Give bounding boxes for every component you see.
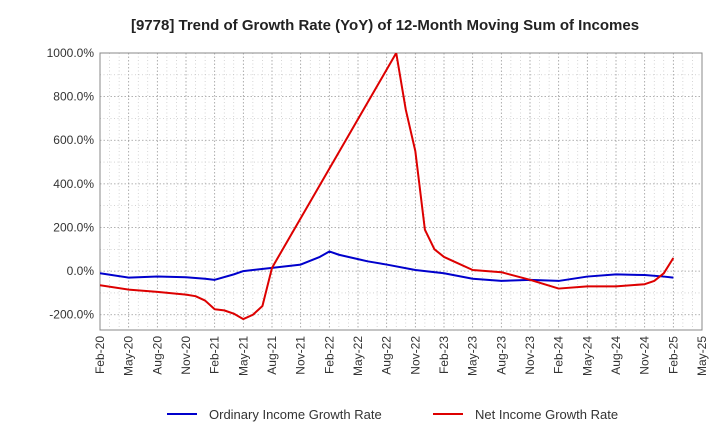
x-tick-label: Aug-22	[380, 336, 394, 375]
x-tick-label: Feb-23	[437, 336, 451, 374]
x-tick-label: Nov-23	[523, 336, 537, 375]
grid-layer	[99, 52, 703, 330]
x-tick-label: Nov-24	[638, 336, 652, 375]
legend-label-2: Net Income Growth Rate	[475, 407, 618, 422]
series-line-1	[100, 250, 674, 282]
y-tick-label: 600.0%	[53, 133, 94, 147]
x-tick-label: May-20	[122, 336, 136, 376]
x-tick-label: May-23	[466, 336, 480, 376]
x-tick-label: Feb-20	[93, 336, 107, 374]
x-tick-label: May-25	[695, 336, 709, 376]
y-tick-label: 400.0%	[53, 177, 94, 191]
x-tick-label: Feb-24	[552, 336, 566, 374]
x-tick-label: Feb-21	[208, 336, 222, 374]
legend-label-1: Ordinary Income Growth Rate	[209, 407, 382, 422]
x-tick-label: May-24	[580, 336, 594, 376]
x-tick-label: May-22	[351, 336, 365, 376]
y-tick-label: 200.0%	[53, 220, 94, 234]
y-tick-label: 0.0%	[67, 264, 95, 278]
legend: Ordinary Income Growth Rate Net Income Gr…	[167, 407, 618, 422]
y-tick-label: 800.0%	[53, 90, 94, 104]
x-tick-label: Feb-25	[666, 336, 680, 374]
x-tick-label: Nov-20	[179, 336, 193, 375]
x-tick-label: Aug-24	[609, 336, 623, 375]
y-tick-label: -200.0%	[49, 308, 94, 322]
x-tick-label: May-21	[236, 336, 250, 376]
series-layer	[100, 53, 675, 321]
series-line-2	[100, 53, 675, 321]
axis-layer: -200.0% 0.0% 200.0% 400.0% 600.0% 800.0% 1000.…	[47, 46, 709, 376]
x-tick-label: Nov-21	[294, 336, 308, 375]
chart-title: [9778] Trend of Growth Rate (YoY) of 12-…	[131, 17, 639, 34]
x-tick-label: Aug-20	[150, 336, 164, 375]
x-tick-label: Feb-22	[322, 336, 336, 374]
x-tick-label: Nov-22	[408, 336, 422, 375]
plot-frame	[99, 52, 703, 331]
x-tick-label: Aug-23	[494, 336, 508, 375]
y-tick-label: 1000.0%	[47, 46, 95, 60]
x-tick-label: Aug-21	[265, 336, 279, 375]
